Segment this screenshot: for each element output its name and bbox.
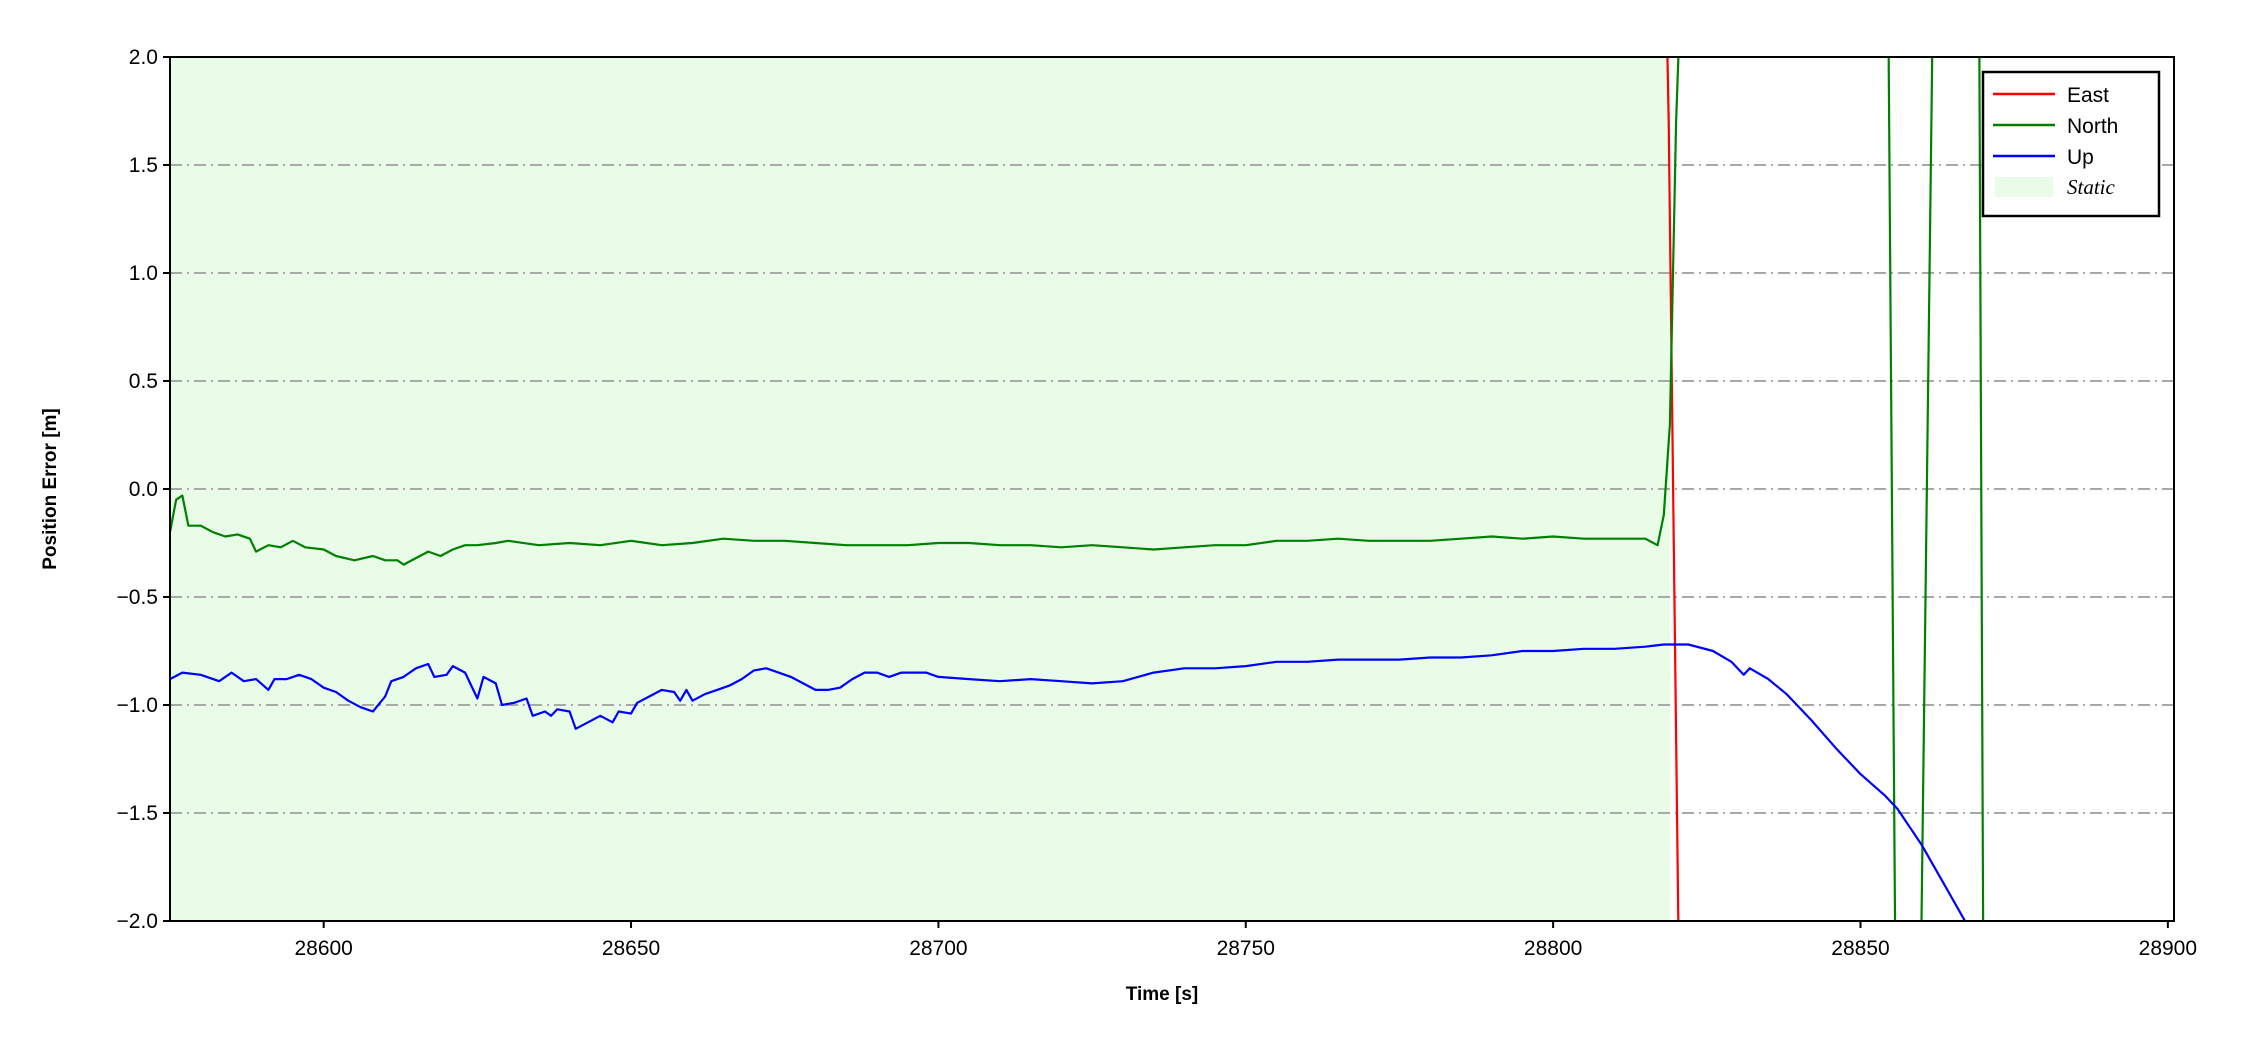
y-tick-label: 0.0 bbox=[129, 478, 158, 501]
series-up-line bbox=[170, 643, 1966, 921]
legend-swatch-static bbox=[1995, 177, 2053, 197]
legend-label-up: Up bbox=[2067, 146, 2094, 169]
y-tick-label: −2.0 bbox=[117, 910, 158, 933]
series-lines bbox=[170, 57, 1985, 921]
x-tick-label: 28600 bbox=[294, 937, 352, 960]
axis-ticks: 2.0 1.5 1.0 0.5 0.0 −0.5 −1.0 −1.5 −2.0 28600 2865… bbox=[117, 46, 2198, 960]
y-tick-label: 1.5 bbox=[129, 154, 158, 177]
series-north-line bbox=[170, 57, 1985, 921]
y-tick-label: 2.0 bbox=[129, 46, 158, 69]
x-axis-label: Time [s] bbox=[1126, 984, 1199, 1005]
y-tick-label: 0.5 bbox=[129, 370, 158, 393]
y-tick-label: −0.5 bbox=[117, 586, 158, 609]
x-tick-label: 28850 bbox=[1831, 937, 1889, 960]
grid bbox=[170, 164, 2174, 814]
legend: East North Up Static bbox=[1981, 70, 2161, 218]
x-tick-label: 28750 bbox=[1217, 937, 1275, 960]
series-east-line bbox=[1666, 57, 1680, 921]
legend-label-north: North bbox=[2067, 115, 2118, 138]
x-tick-label: 28800 bbox=[1524, 937, 1582, 960]
y-tick-label: 1.0 bbox=[129, 262, 158, 285]
y-axis-label: Position Error [m] bbox=[40, 408, 61, 570]
y-tick-label: −1.5 bbox=[117, 802, 158, 825]
legend-label-static: Static bbox=[2067, 175, 2116, 199]
x-tick-label: 28900 bbox=[2139, 937, 2197, 960]
legend-label-east: East bbox=[2067, 84, 2109, 107]
y-tick-label: −1.0 bbox=[117, 694, 158, 717]
x-tick-label: 28700 bbox=[909, 937, 967, 960]
x-tick-label: 28650 bbox=[602, 937, 660, 960]
